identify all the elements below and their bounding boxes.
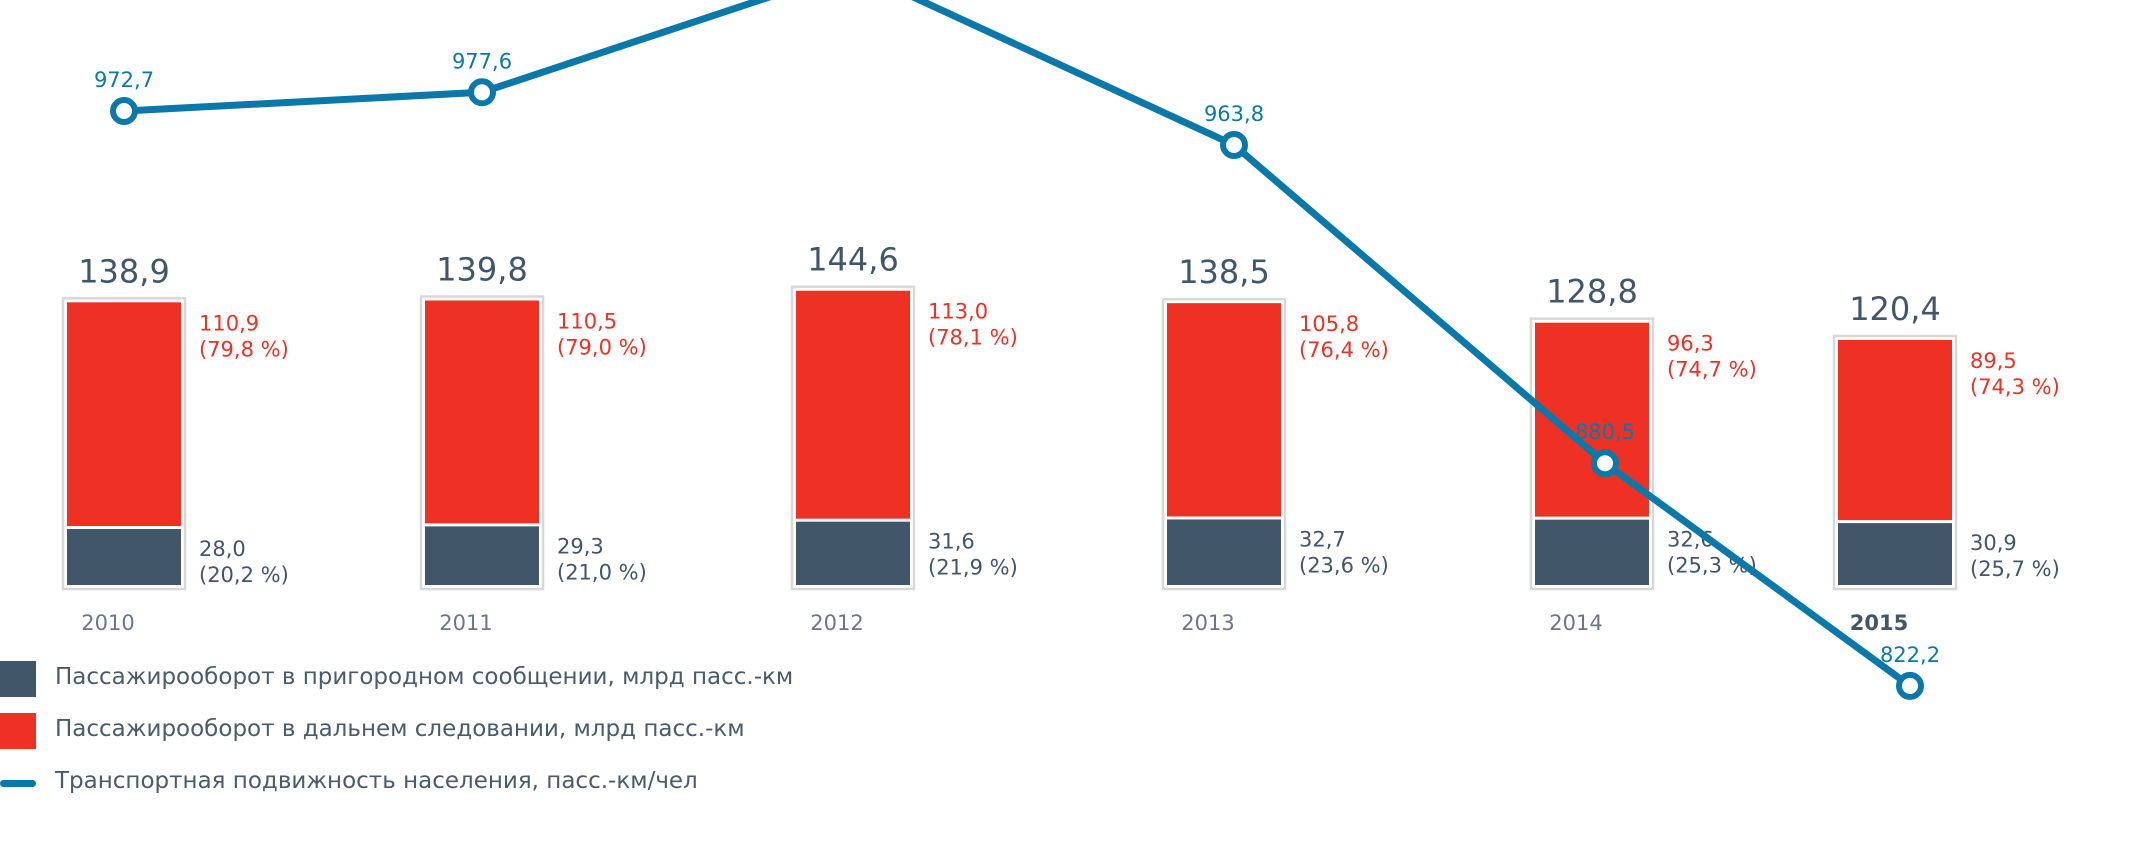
long-distance-value-label: 96,3 bbox=[1667, 332, 1714, 356]
bar-suburban bbox=[425, 526, 539, 585]
mobility-value-label: 977,6 bbox=[452, 49, 512, 73]
total-label: 138,9 bbox=[78, 252, 170, 290]
suburban-share-label: (23,6 %) bbox=[1299, 553, 1389, 577]
suburban-value-label: 31,6 bbox=[928, 530, 975, 554]
long-distance-share-label: (74,3 %) bbox=[1970, 375, 2060, 399]
bar-frame bbox=[1161, 297, 1287, 591]
bar-frame bbox=[1529, 317, 1655, 591]
long-distance-share-label: (79,8 %) bbox=[199, 337, 289, 361]
year-tick-label: 2013 bbox=[1181, 611, 1234, 635]
long-distance-value-label: 113,0 bbox=[928, 300, 988, 324]
bar-long-distance bbox=[1838, 339, 1952, 521]
mobility-point bbox=[1220, 130, 1248, 159]
suburban-share-label: (20,2 %) bbox=[199, 563, 289, 587]
suburban-share-label: (25,7 %) bbox=[1970, 557, 2060, 581]
bar-frame bbox=[419, 295, 545, 591]
bar-frame bbox=[61, 297, 187, 591]
suburban-value-label: 28,0 bbox=[199, 537, 246, 561]
total-label: 138,5 bbox=[1178, 253, 1270, 291]
year-tick-label: 2011 bbox=[439, 611, 492, 635]
suburban-value-label: 29,3 bbox=[557, 534, 604, 558]
mobility-value-label: 880,5 bbox=[1575, 420, 1635, 444]
legend-swatch-long-distance bbox=[0, 713, 36, 749]
long-distance-share-label: (76,4 %) bbox=[1299, 338, 1389, 362]
long-distance-share-label: (78,1 %) bbox=[928, 326, 1018, 350]
legend-label-long-distance: Пассажирооборот в дальнем следовании, мл… bbox=[55, 716, 745, 742]
total-label: 120,4 bbox=[1849, 290, 1941, 328]
mobility-point bbox=[110, 97, 138, 125]
year-tick-label: 2014 bbox=[1549, 611, 1602, 635]
year-tick-label: 2012 bbox=[810, 611, 863, 635]
mobility-point bbox=[1591, 449, 1619, 478]
total-label: 144,6 bbox=[807, 241, 899, 279]
bar-frame bbox=[790, 285, 916, 591]
legend-label-suburban: Пассажирооборот в пригородном сообщении,… bbox=[55, 664, 794, 690]
bar-frame bbox=[1832, 334, 1958, 591]
bar-suburban bbox=[67, 529, 181, 585]
bar-long-distance bbox=[67, 302, 181, 527]
mobility-value-label: 972,7 bbox=[94, 68, 154, 92]
total-label: 139,8 bbox=[436, 251, 528, 289]
suburban-value-label: 30,9 bbox=[1970, 531, 2017, 555]
mobility-value-label: 963,8 bbox=[1204, 102, 1264, 126]
bar-long-distance bbox=[425, 300, 539, 524]
bar-suburban bbox=[1838, 523, 1952, 585]
suburban-share-label: (21,9 %) bbox=[928, 556, 1018, 580]
bar-suburban bbox=[1535, 519, 1649, 585]
legend-line-mobility bbox=[0, 780, 36, 787]
mobility-point bbox=[1896, 671, 1924, 700]
total-label: 128,8 bbox=[1546, 273, 1638, 311]
long-distance-value-label: 89,5 bbox=[1970, 349, 2017, 373]
bar-long-distance bbox=[796, 290, 910, 519]
long-distance-share-label: (79,0 %) bbox=[557, 336, 647, 360]
long-distance-value-label: 110,5 bbox=[557, 310, 617, 334]
long-distance-value-label: 105,8 bbox=[1299, 312, 1359, 336]
long-distance-share-label: (74,7 %) bbox=[1667, 358, 1757, 382]
mobility-value-label: 822,2 bbox=[1880, 643, 1940, 667]
long-distance-value-label: 110,9 bbox=[199, 311, 259, 335]
suburban-share-label: (21,0 %) bbox=[557, 560, 647, 584]
suburban-value-label: 32,7 bbox=[1299, 527, 1346, 551]
year-tick-label: 2010 bbox=[81, 611, 134, 635]
mobility-point bbox=[468, 78, 496, 107]
year-tick-label: 2015 bbox=[1850, 611, 1908, 635]
bar-suburban bbox=[1167, 519, 1281, 585]
legend-swatch-suburban bbox=[0, 661, 36, 697]
mobility-line bbox=[123, 0, 1913, 689]
bar-suburban bbox=[796, 521, 910, 585]
legend-label-mobility: Транспортная подвижность населения, пасс… bbox=[55, 768, 698, 794]
bar-long-distance bbox=[1167, 303, 1281, 517]
